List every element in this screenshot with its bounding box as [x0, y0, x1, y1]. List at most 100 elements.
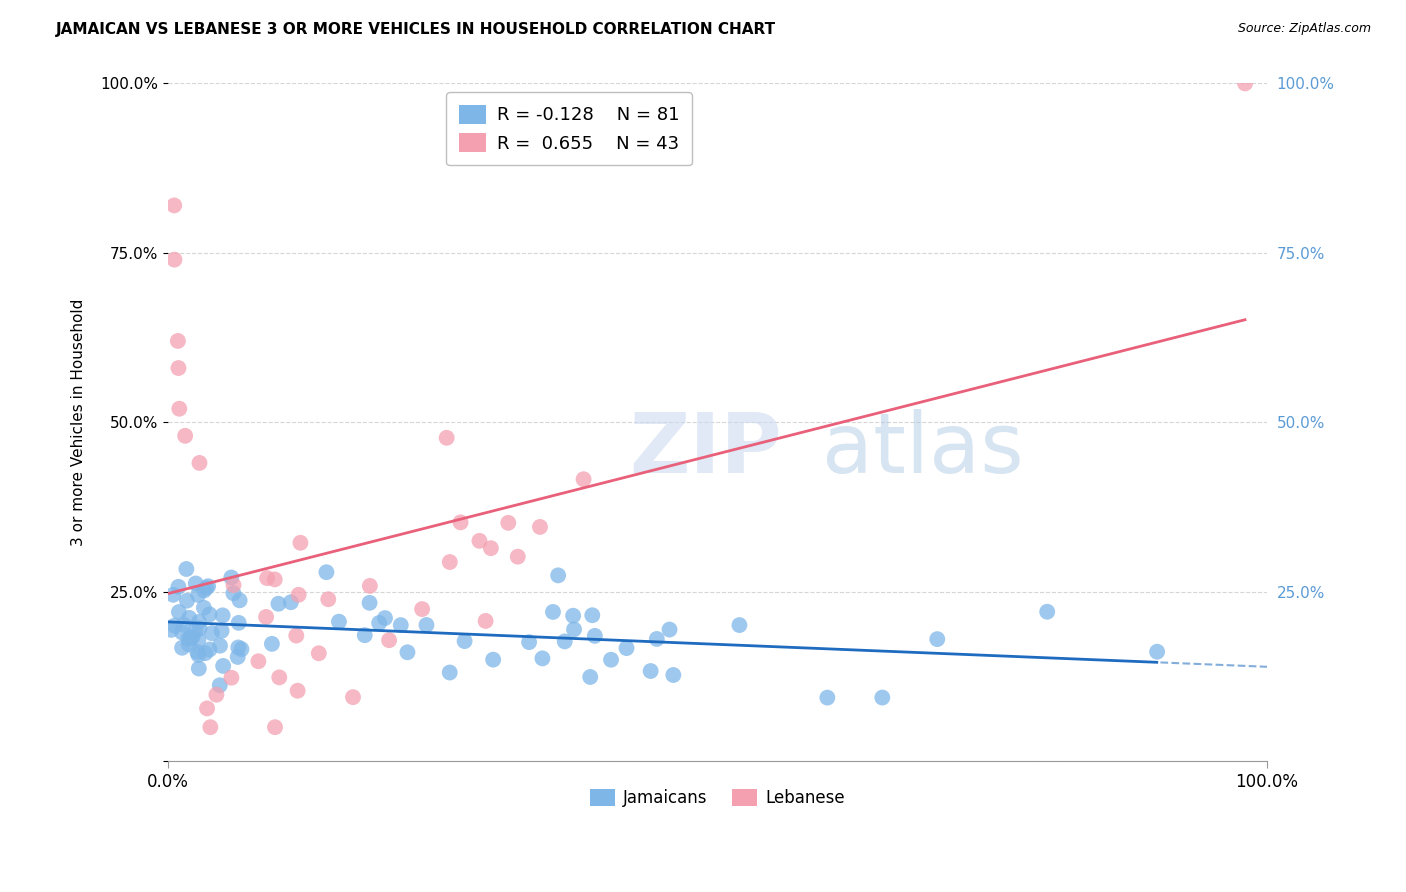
Point [208, 678, 231, 692]
Point [184, 576, 207, 591]
Point [226, 640, 249, 655]
Point [616, 641, 638, 656]
Point [163, 198, 186, 212]
Point [212, 659, 235, 673]
Point [211, 608, 233, 623]
Point [353, 628, 375, 642]
Point [600, 653, 623, 667]
Point [256, 571, 278, 585]
Point [359, 579, 381, 593]
Point [180, 631, 202, 645]
Point [201, 626, 224, 640]
Point [195, 581, 218, 595]
Point [280, 595, 302, 609]
Point [583, 629, 606, 643]
Point [581, 608, 603, 623]
Point [170, 625, 193, 640]
Point [211, 624, 233, 638]
Point [290, 535, 312, 549]
Point [231, 642, 253, 657]
Point [439, 555, 461, 569]
Point [264, 720, 287, 734]
Point [1234, 77, 1257, 91]
Point [184, 624, 207, 639]
Point [198, 607, 221, 622]
Point [640, 664, 662, 678]
Point [263, 573, 285, 587]
Point [927, 632, 949, 647]
Point [658, 623, 681, 637]
Point [453, 634, 475, 648]
Point [374, 611, 396, 625]
Point [315, 565, 337, 579]
Point [221, 570, 243, 584]
Point [228, 615, 250, 630]
Point [177, 637, 200, 651]
Point [228, 593, 250, 607]
Point [479, 541, 502, 556]
Text: JAMAICAN VS LEBANESE 3 OR MORE VEHICLES IN HOUSEHOLD CORRELATION CHART: JAMAICAN VS LEBANESE 3 OR MORE VEHICLES … [56, 22, 776, 37]
Point [287, 588, 309, 602]
Point [167, 605, 190, 619]
Point [554, 634, 576, 648]
Point [247, 654, 270, 668]
Point [174, 429, 197, 443]
Point [198, 642, 221, 657]
Point [222, 578, 245, 592]
Point [163, 618, 186, 632]
Point [172, 640, 194, 655]
Point [531, 651, 554, 665]
Text: Source: ZipAtlas.com: Source: ZipAtlas.com [1237, 22, 1371, 36]
Point [342, 690, 364, 705]
Point [194, 646, 217, 660]
Point [506, 549, 529, 564]
Point [177, 632, 200, 646]
Point [396, 645, 419, 659]
Point [173, 617, 195, 632]
Point [187, 661, 209, 675]
Point [662, 668, 685, 682]
Point [572, 472, 595, 486]
Point [187, 632, 209, 647]
Point [197, 579, 219, 593]
Point [496, 516, 519, 530]
Point [439, 665, 461, 680]
Point [359, 596, 381, 610]
Point [260, 637, 283, 651]
Point [529, 520, 551, 534]
Point [328, 615, 350, 629]
Point [728, 618, 751, 632]
Point [162, 588, 184, 602]
Point [1146, 645, 1168, 659]
Point [415, 618, 437, 632]
Point [176, 562, 198, 576]
Point [205, 688, 228, 702]
Point [187, 648, 209, 662]
Point [1036, 605, 1059, 619]
Point [269, 670, 291, 684]
Point [267, 597, 290, 611]
Point [562, 623, 585, 637]
Point [167, 580, 190, 594]
Point [872, 690, 894, 705]
Point [181, 630, 204, 644]
Point [188, 456, 211, 470]
Point [195, 701, 218, 715]
Point [163, 252, 186, 267]
Point [468, 533, 491, 548]
Point [579, 670, 602, 684]
Point [547, 568, 569, 582]
Point [221, 671, 243, 685]
Point [389, 618, 412, 632]
Point [450, 516, 472, 530]
Point [287, 683, 309, 698]
Point [645, 632, 668, 646]
Point [562, 608, 585, 623]
Point [226, 649, 249, 664]
Point [200, 720, 222, 734]
Point [436, 431, 458, 445]
Point [368, 615, 391, 630]
Point [167, 334, 190, 348]
Point [186, 645, 208, 659]
Point [179, 611, 201, 625]
